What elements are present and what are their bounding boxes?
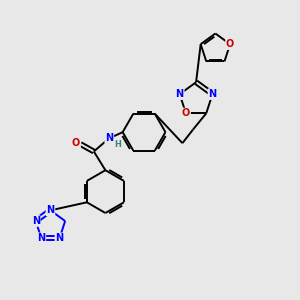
Text: O: O	[182, 108, 190, 118]
Text: N: N	[32, 216, 40, 226]
Text: N: N	[176, 89, 184, 99]
Text: N: N	[37, 233, 45, 243]
Text: H: H	[114, 140, 121, 149]
Text: O: O	[226, 39, 234, 49]
Text: N: N	[105, 133, 113, 143]
Text: N: N	[46, 205, 55, 215]
Text: N: N	[56, 233, 64, 243]
Text: O: O	[72, 138, 80, 148]
Text: N: N	[208, 89, 217, 99]
